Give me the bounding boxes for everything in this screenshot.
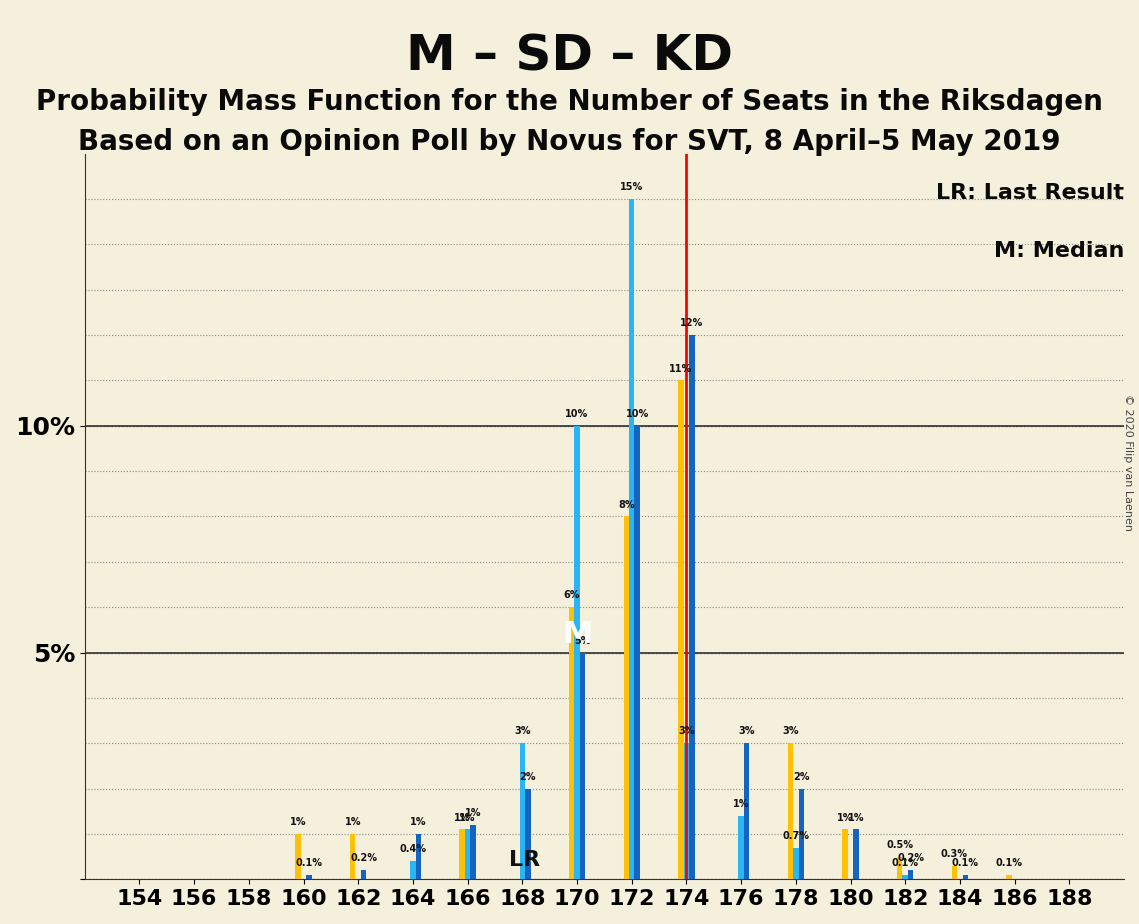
Bar [350,834,355,880]
Text: LR: Last Result: LR: Last Result [936,183,1124,202]
Bar [689,335,695,880]
Text: 0.5%: 0.5% [886,840,913,850]
Text: 10%: 10% [625,409,649,419]
Bar [629,199,634,880]
Bar [793,847,798,880]
Bar [519,743,525,880]
Text: 1%: 1% [732,799,749,809]
Text: 2%: 2% [793,772,810,782]
Text: 3%: 3% [678,726,695,736]
Text: LR: LR [509,850,540,869]
Text: 11%: 11% [670,363,693,373]
Bar [580,652,585,880]
Bar [306,875,312,880]
Text: 1%: 1% [847,812,865,822]
Bar [843,830,847,880]
Bar [470,825,476,880]
Text: 2%: 2% [519,772,536,782]
Bar [683,743,689,880]
Text: 10%: 10% [565,409,589,419]
Bar [853,830,859,880]
Bar [962,875,968,880]
Text: © 2020 Filip van Laenen: © 2020 Filip van Laenen [1123,394,1133,530]
Bar [361,870,367,880]
Text: 3%: 3% [738,726,755,736]
Text: 6%: 6% [564,590,580,601]
Bar [623,517,629,880]
Text: 1%: 1% [344,817,361,827]
Bar [798,788,804,880]
Text: 1%: 1% [837,812,853,822]
Bar [952,866,957,880]
Bar [416,834,421,880]
Bar [634,426,640,880]
Text: 1%: 1% [459,812,476,822]
Bar [738,816,744,880]
Text: 0.1%: 0.1% [295,858,322,868]
Bar [525,788,531,880]
Bar [898,857,902,880]
Bar [744,743,749,880]
Text: 0.1%: 0.1% [892,858,919,868]
Bar [908,870,913,880]
Text: 0.7%: 0.7% [782,831,810,841]
Bar [574,426,580,880]
Text: Probability Mass Function for the Number of Seats in the Riksdagen: Probability Mass Function for the Number… [36,88,1103,116]
Bar [787,743,793,880]
Bar [568,607,574,880]
Bar [1007,875,1011,880]
Text: 8%: 8% [618,500,634,510]
Text: 1%: 1% [410,817,427,827]
Bar [410,861,416,880]
Text: M: M [562,620,592,650]
Bar [295,834,301,880]
Text: 3%: 3% [514,726,531,736]
Text: 0.3%: 0.3% [941,849,968,859]
Bar [678,381,683,880]
Text: 0.1%: 0.1% [995,858,1023,868]
Text: M – SD – KD: M – SD – KD [405,32,734,80]
Bar [902,875,908,880]
Bar [465,830,470,880]
Text: 1%: 1% [454,812,470,822]
Text: 0.2%: 0.2% [898,854,924,863]
Text: Based on an Opinion Poll by Novus for SVT, 8 April–5 May 2019: Based on an Opinion Poll by Novus for SV… [79,128,1060,155]
Text: 0.1%: 0.1% [952,858,978,868]
Text: 5%: 5% [574,636,591,646]
Text: 15%: 15% [620,182,644,192]
Text: M: Median: M: Median [993,240,1124,261]
Text: 0.4%: 0.4% [400,845,426,855]
Bar [459,830,465,880]
Text: 12%: 12% [680,318,704,328]
Text: 3%: 3% [782,726,798,736]
Text: 1%: 1% [465,808,482,818]
Text: 0.2%: 0.2% [350,854,377,863]
Text: 1%: 1% [289,817,306,827]
